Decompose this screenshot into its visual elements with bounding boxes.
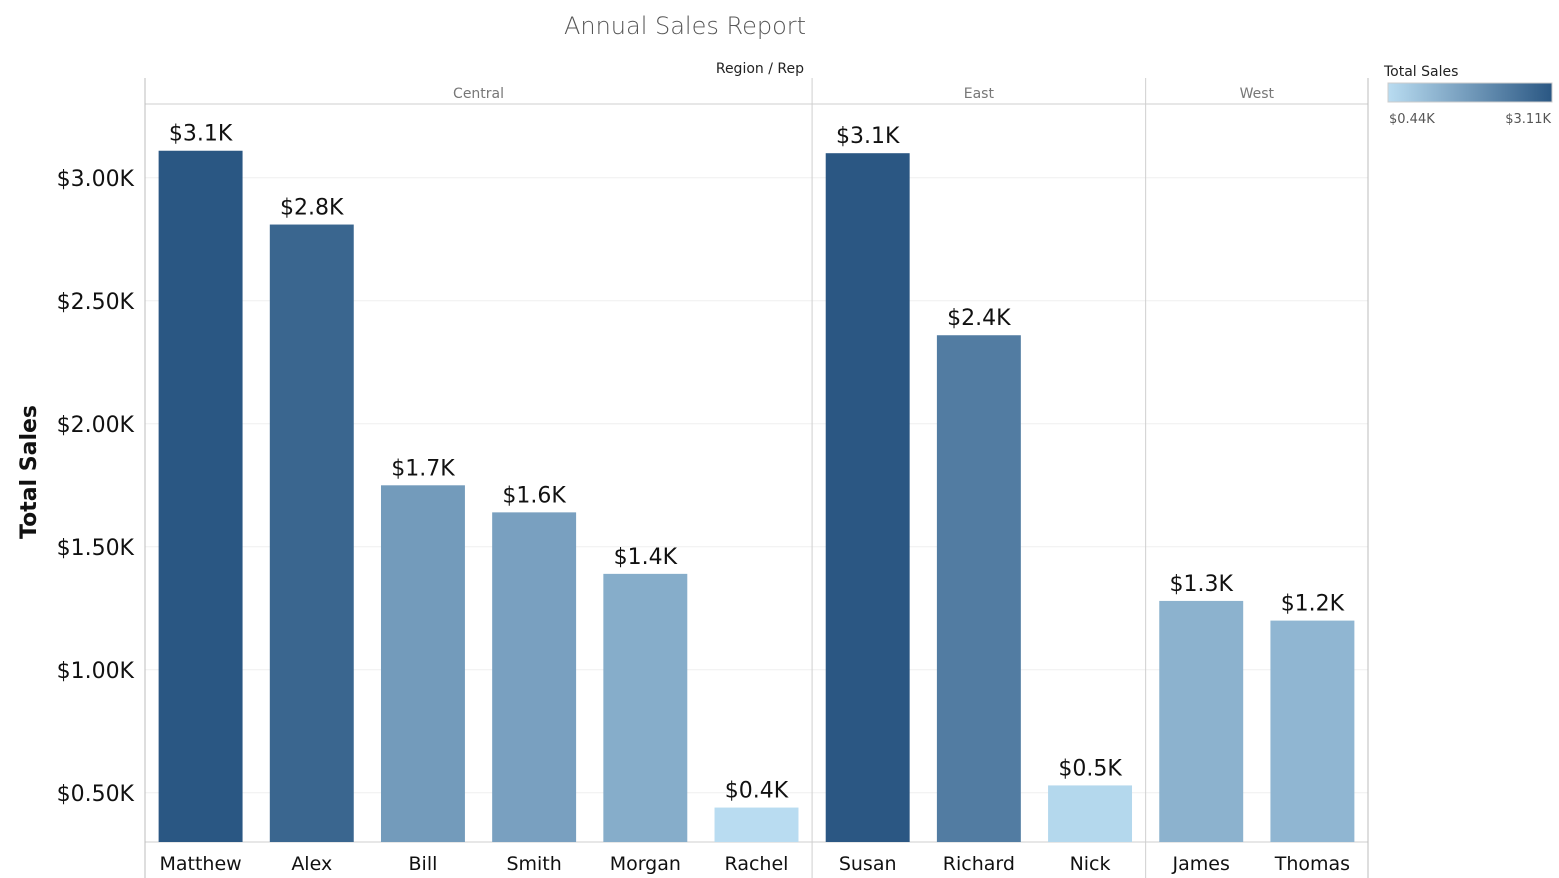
column-header: Region / Rep bbox=[716, 61, 804, 77]
bar-value-label: $0.5K bbox=[1058, 756, 1122, 781]
y-tick-label: $2.50K bbox=[57, 290, 135, 315]
category-label: Morgan bbox=[610, 853, 681, 875]
category-label: Thomas bbox=[1274, 853, 1350, 875]
bar-value-label: $1.6K bbox=[502, 483, 566, 508]
bars bbox=[158, 150, 1355, 843]
region-label: East bbox=[964, 86, 995, 102]
y-axis-title: Total Sales bbox=[17, 405, 42, 539]
chart-title: Annual Sales Report bbox=[564, 12, 806, 40]
legend-gradient-bar bbox=[1387, 82, 1553, 103]
bar bbox=[603, 573, 688, 842]
category-label: Smith bbox=[506, 853, 561, 875]
bar-value-label: $1.3K bbox=[1170, 572, 1234, 597]
y-tick-label: $0.50K bbox=[57, 782, 135, 807]
bar-value-label: $1.4K bbox=[614, 545, 678, 570]
category-labels: Matthew Alex Bill Smith Morgan Rachel Susan Ric… bbox=[159, 853, 1350, 875]
bar bbox=[380, 485, 465, 842]
y-tick-label: $1.50K bbox=[57, 536, 135, 561]
category-label: Bill bbox=[409, 853, 438, 875]
category-label: Nick bbox=[1070, 853, 1111, 875]
bar bbox=[269, 224, 354, 843]
region-headers: Central East West bbox=[453, 86, 1274, 102]
y-tick-label: $3.00K bbox=[57, 167, 135, 192]
bar-value-label: $3.1K bbox=[169, 122, 233, 147]
legend-title: Total Sales bbox=[1383, 64, 1458, 80]
category-label: James bbox=[1172, 853, 1230, 875]
color-legend: Total Sales $0.44K $3.11K bbox=[1383, 64, 1553, 127]
bar bbox=[714, 807, 799, 842]
bar bbox=[1048, 785, 1133, 842]
bar-value-label: $1.2K bbox=[1281, 592, 1345, 617]
region-label: West bbox=[1240, 86, 1275, 102]
bar bbox=[1159, 600, 1244, 842]
category-label: Susan bbox=[839, 853, 897, 875]
category-label: Matthew bbox=[159, 853, 241, 875]
legend-min-label: $0.44K bbox=[1389, 112, 1435, 127]
bar bbox=[492, 512, 577, 842]
bar-value-label: $1.7K bbox=[391, 456, 455, 481]
y-tick-label: $1.00K bbox=[57, 659, 135, 684]
bar-labels: $3.1K $2.8K $1.7K $1.6K $1.4K $0.4K $3.1K $2.4K… bbox=[169, 122, 1345, 804]
bar-value-label: $2.8K bbox=[280, 196, 344, 221]
region-label: Central bbox=[453, 86, 504, 102]
bar-value-label: $3.1K bbox=[836, 124, 900, 149]
bar-value-label: $0.4K bbox=[725, 779, 789, 804]
bar bbox=[936, 335, 1021, 842]
bar-value-label: $2.4K bbox=[947, 306, 1011, 331]
legend-max-label: $3.11K bbox=[1505, 112, 1551, 127]
category-label: Rachel bbox=[725, 853, 789, 875]
category-label: Richard bbox=[943, 853, 1015, 875]
bar bbox=[158, 150, 243, 843]
bar bbox=[825, 153, 910, 842]
bar bbox=[1270, 620, 1355, 842]
y-axis-ticks: $0.50K $1.00K $1.50K $2.00K $2.50K $3.00K bbox=[57, 167, 135, 807]
y-tick-label: $2.00K bbox=[57, 413, 135, 438]
category-label: Alex bbox=[291, 853, 332, 875]
